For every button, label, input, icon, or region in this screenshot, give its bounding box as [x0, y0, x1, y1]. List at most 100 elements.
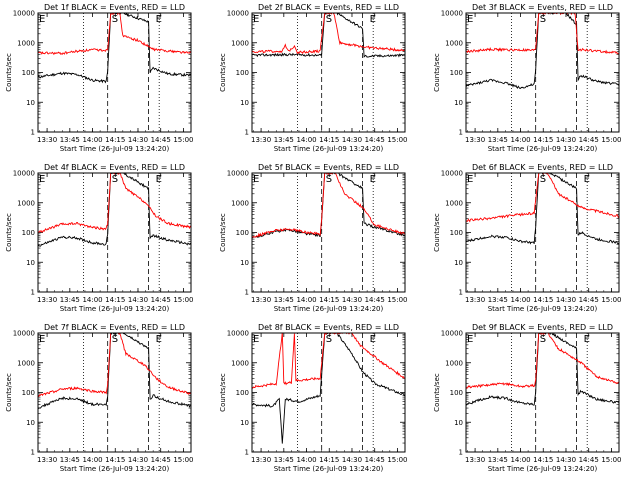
y-axis-label: Counts/sec — [219, 213, 227, 252]
x-tick-label: 15:00 — [387, 296, 407, 304]
time-marker-label: E — [156, 174, 162, 185]
chart-title: Det 1f BLACK = Events, RED = LLD — [44, 3, 185, 12]
y-tick-label: 10000 — [227, 170, 249, 178]
x-axis-label: Start Time (26-Jul-09 13:24:20) — [488, 305, 598, 313]
x-tick-label: 14:30 — [128, 456, 148, 464]
time-marker-label: E — [253, 14, 259, 25]
time-marker-label: E — [584, 14, 590, 25]
time-marker-label: E — [253, 174, 259, 185]
x-tick-label: 15:00 — [387, 456, 407, 464]
x-tick-label: 14:00 — [296, 456, 316, 464]
y-tick-label: 10 — [454, 259, 463, 267]
x-tick-label: 14:15 — [319, 456, 339, 464]
y-tick-label: 1000 — [231, 199, 249, 207]
plot-frame — [465, 332, 620, 453]
x-tick-label: 14:00 — [82, 296, 102, 304]
x-axis-label: Start Time (26-Jul-09 13:24:20) — [60, 145, 170, 153]
x-axis-label: Start Time (26-Jul-09 13:24:20) — [274, 145, 384, 153]
y-tick-label: 10000 — [13, 330, 35, 338]
x-axis-label: Start Time (26-Jul-09 13:24:20) — [488, 465, 598, 473]
y-tick-label: 1 — [245, 289, 249, 297]
x-axis-label: Start Time (26-Jul-09 13:24:20) — [274, 465, 384, 473]
time-marker-label: S — [112, 14, 118, 25]
x-tick-label: 14:30 — [556, 296, 576, 304]
x-tick-label: 15:00 — [601, 296, 621, 304]
x-tick-label: 15:00 — [173, 136, 193, 144]
chart-title: Det 4f BLACK = Events, RED = LLD — [44, 163, 185, 172]
chart-panel: Det 8f BLACK = Events, RED = LLD 1 10 100 10… — [219, 323, 408, 473]
time-marker-label: S — [112, 174, 118, 185]
x-tick-label: 13:30 — [465, 456, 485, 464]
time-marker-label: E — [39, 14, 45, 25]
x-tick-label: 14:45 — [365, 456, 385, 464]
y-tick-label: 10 — [26, 259, 35, 267]
chart-title: Det 2f BLACK = Events, RED = LLD — [258, 3, 399, 12]
time-marker-label: E — [39, 174, 45, 185]
x-tick-label: 14:45 — [579, 456, 599, 464]
series-line-lld — [252, 333, 405, 389]
y-tick-label: 1 — [245, 449, 249, 457]
time-marker-label: E — [370, 14, 376, 25]
y-tick-label: 100 — [450, 229, 463, 237]
series-line-events — [466, 173, 619, 245]
time-marker-label: S — [326, 14, 332, 25]
x-tick-label: 14:30 — [342, 136, 362, 144]
chart-title: Det 6f BLACK = Events, RED = LLD — [472, 163, 613, 172]
x-tick-label: 14:45 — [365, 296, 385, 304]
y-axis-label: Counts/sec — [433, 373, 441, 412]
y-axis-label: Counts/sec — [5, 213, 13, 252]
time-marker-label: S — [326, 174, 332, 185]
chart-title: Det 5f BLACK = Events, RED = LLD — [258, 163, 399, 172]
x-tick-label: 14:45 — [579, 296, 599, 304]
x-tick-label: 14:45 — [151, 296, 171, 304]
x-tick-label: 14:00 — [510, 136, 530, 144]
chart-title: Det 9f BLACK = Events, RED = LLD — [472, 323, 613, 332]
x-tick-label: 15:00 — [387, 136, 407, 144]
time-marker-label: E — [253, 334, 259, 345]
x-axis-label: Start Time (26-Jul-09 13:24:20) — [274, 305, 384, 313]
x-tick-label: 14:30 — [342, 296, 362, 304]
y-tick-label: 1000 — [17, 359, 35, 367]
y-axis-label: Counts/sec — [219, 373, 227, 412]
x-tick-label: 13:45 — [274, 456, 294, 464]
time-marker-label: E — [370, 334, 376, 345]
chart-panel: Det 9f BLACK = Events, RED = LLD 1 10 100 10… — [433, 323, 622, 473]
y-tick-label: 100 — [236, 229, 249, 237]
x-tick-label: 14:15 — [319, 296, 339, 304]
y-tick-label: 10 — [454, 99, 463, 107]
y-tick-label: 1 — [459, 129, 463, 137]
x-tick-label: 14:45 — [365, 136, 385, 144]
y-tick-label: 1 — [245, 129, 249, 137]
series-line-lld — [38, 173, 191, 233]
time-marker-label: E — [370, 174, 376, 185]
y-tick-label: 1000 — [445, 359, 463, 367]
x-axis-label: Start Time (26-Jul-09 13:24:20) — [60, 305, 170, 313]
time-marker-label: E — [467, 174, 473, 185]
time-marker-label: E — [156, 14, 162, 25]
y-tick-label: 1 — [459, 449, 463, 457]
time-marker-label: S — [540, 334, 546, 345]
x-tick-label: 14:45 — [151, 136, 171, 144]
y-axis-label: Counts/sec — [5, 53, 13, 92]
y-tick-label: 10000 — [441, 330, 463, 338]
series-line-lld — [466, 333, 619, 389]
y-tick-label: 10000 — [441, 10, 463, 18]
x-tick-label: 13:30 — [37, 456, 57, 464]
time-marker-label: S — [540, 174, 546, 185]
x-tick-label: 13:30 — [37, 296, 57, 304]
x-tick-label: 13:30 — [465, 136, 485, 144]
chart-panel: Det 2f BLACK = Events, RED = LLD 1 10 100 10… — [219, 3, 408, 153]
series-line-events — [466, 333, 619, 406]
plot-frame — [465, 172, 620, 293]
time-marker-label: E — [467, 334, 473, 345]
x-tick-label: 13:45 — [488, 136, 508, 144]
y-tick-label: 100 — [236, 389, 249, 397]
y-tick-label: 1000 — [17, 199, 35, 207]
y-tick-label: 10 — [240, 419, 249, 427]
plot-frame — [251, 332, 406, 453]
y-tick-label: 1 — [459, 289, 463, 297]
x-tick-label: 14:45 — [579, 136, 599, 144]
plot-frame — [37, 12, 192, 133]
x-tick-label: 14:15 — [533, 296, 553, 304]
